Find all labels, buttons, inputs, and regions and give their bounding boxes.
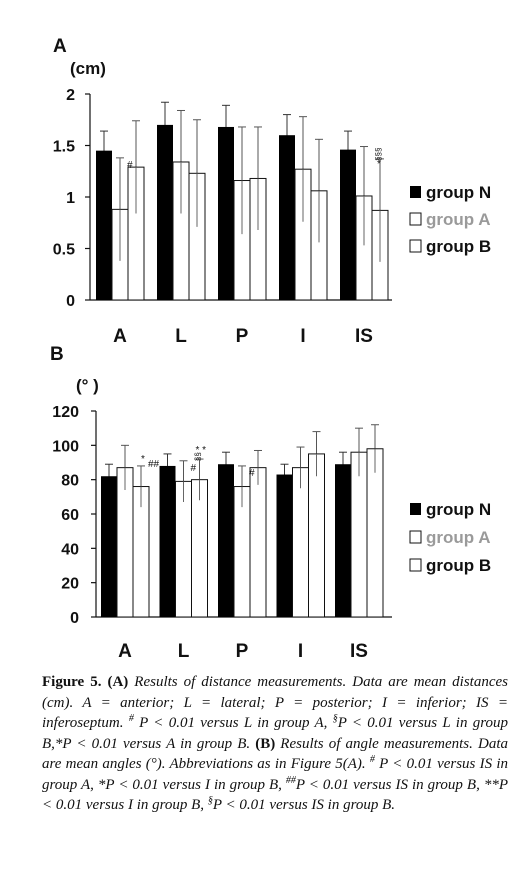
y-tick-label: 1 [66,190,75,207]
legend-swatch [410,503,421,515]
caption-part-a-text: Results of distance measurements. Data a… [42,674,509,731]
legend-label: group B [426,556,491,575]
y-tick-label: 2 [66,87,75,104]
bar [279,135,295,300]
panel-label: A [53,36,67,57]
y-tick-label: 40 [61,541,79,558]
category-label: P [236,326,249,347]
bar [340,149,356,300]
bar [292,467,309,618]
bar [96,150,112,300]
significance-mark: * * [196,445,207,456]
panel-label: B [50,344,64,365]
category-label: IS [355,326,373,347]
category-label: L [178,641,190,660]
bar [157,124,173,301]
caption-part-b-label: (B) [255,735,276,752]
caption-note-b3: P < 0.01 versus IS in group B. [212,797,396,813]
significance-mark: * [377,159,381,170]
legend-label: group A [426,210,491,229]
y-tick-label: 20 [61,576,79,593]
legend-label: group B [426,237,491,256]
legend-swatch [409,212,422,226]
legend-swatch [409,239,422,253]
y-tick-label: 0.5 [53,242,75,259]
bar [276,474,293,617]
y-tick-label: 0 [70,610,79,627]
y-tick-label: 60 [61,507,79,524]
unit-label: (cm) [70,59,106,78]
y-tick-label: 1.5 [53,139,75,156]
category-label: IS [350,641,368,660]
bar [366,448,384,618]
significance-mark: §§§ [374,148,383,161]
category-label: L [175,326,187,347]
legend-label: group N [426,183,491,202]
bar [218,126,234,301]
bar [159,465,176,617]
y-tick-label: 0 [66,293,75,310]
category-label: A [118,641,132,660]
figure-caption: Figure 5. (A) Results of distance measur… [42,672,508,816]
hash-symbol: # [369,754,375,765]
significance-mark: * [141,454,145,465]
bar [218,464,234,617]
legend-swatch [409,558,422,572]
category-label: A [113,326,127,347]
legend-label: group A [426,528,491,547]
hash-symbol: # [128,713,134,724]
caption-part-b-text: Results of angle measurements. Data are … [42,735,508,773]
category-label: P [236,641,249,660]
legend-swatch [409,530,422,544]
significance-mark: # [127,160,133,171]
bar [335,464,351,617]
y-tick-label: 120 [52,404,79,421]
category-label: I [300,326,305,347]
significance-mark: # [191,463,197,474]
significance-mark: # [249,468,255,479]
caption-part-a-label: (A) [107,674,129,690]
bar [116,467,134,618]
y-tick-label: 100 [52,438,79,455]
figure-label: Figure 5. [42,674,102,690]
double-hash-symbol: ## [285,774,296,786]
legend-label: group N [426,500,491,519]
category-label: I [298,641,303,660]
significance-mark: §§ [194,452,203,461]
bar [101,476,117,617]
significance-mark: ## [148,459,160,470]
caption-note-a2: P < 0.01 versus L in group B,*P < 0.01 v… [42,715,509,752]
bar [308,453,325,618]
caption-note-a1: P < 0.01 versus L in group A, [139,715,328,731]
caption-note-b1: P < 0.01 versus IS in group A, *P < 0.01… [42,756,509,793]
bar [350,451,368,618]
bar [249,467,267,618]
caption-note-b2: P < 0.01 versus IS in group B, **P < 0.0… [42,776,508,814]
y-tick-label: 80 [61,473,79,490]
legend-swatch [410,186,421,198]
unit-label: (° ) [76,376,99,395]
section-symbol: § [332,713,338,724]
section-symbol: § [207,795,213,806]
